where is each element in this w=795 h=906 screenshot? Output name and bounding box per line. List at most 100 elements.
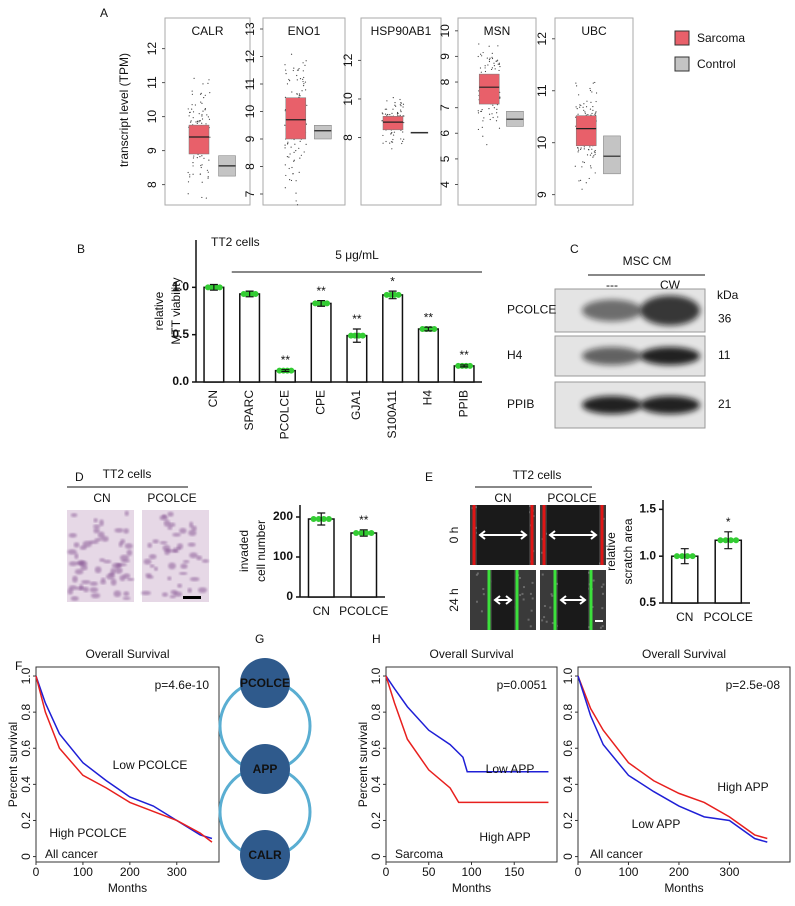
cell [167,576,172,581]
y-tick-label: 0.4 [19,776,33,793]
jitter-point [493,65,496,67]
jitter-point [304,64,306,66]
blot-row-label: PCOLCE [507,303,556,317]
jitter-point [299,157,301,159]
replicate-point [325,516,332,522]
texture [476,572,479,575]
jitter-point [490,68,493,71]
jitter-point [285,73,287,75]
jitter-point [202,110,204,112]
y-tick-label: 0.5 [639,595,656,609]
jitter-point [201,164,203,166]
jitter-point [201,196,203,199]
texture [601,625,604,628]
jitter-point [385,108,388,110]
jitter-point [594,112,597,114]
jitter-point [580,147,582,149]
cohort-label: All cancer [590,847,643,861]
jitter-point [304,89,307,91]
plot-frame [360,17,442,206]
cell [153,566,158,571]
jitter-point [204,94,206,96]
jitter-point [577,146,579,149]
jitter-point [583,109,585,111]
x-tick-label: 100 [461,865,481,879]
cell [93,524,101,529]
survival-curve [35,675,213,843]
jitter-point [296,74,298,77]
texture [522,598,525,601]
jitter-point [498,69,500,72]
jitter-point [483,117,485,119]
bar [203,286,225,383]
jitter-point [298,96,300,98]
jitter-point [208,159,210,161]
replicate-point [717,537,724,544]
x-axis-label: Months [452,881,491,895]
jitter-point [395,105,397,107]
jitter-point [401,142,403,145]
image-group-title: TT2 cells [103,467,152,481]
jitter-point [192,173,194,175]
series-label: Low PCOLCE [113,758,188,772]
y-axis-label: invaded [237,530,251,572]
scale-bar [183,596,201,599]
jitter-point [497,29,500,31]
jitter-point [293,67,295,69]
cell [189,577,200,582]
replicate-point [252,290,259,297]
jitter-point [392,134,395,136]
y-tick-label: 1.5 [639,502,656,516]
jitter-point [299,140,301,142]
jitter-point [594,153,596,155]
bar [382,294,404,383]
jitter-point [394,104,396,106]
jitter-point [290,53,293,55]
jitter-point [286,83,289,85]
node-label: APP [253,762,278,776]
x-axis-label: Months [664,881,703,895]
jitter-point [206,114,208,116]
texture [550,593,553,596]
jitter-point [583,146,585,148]
jitter-point [402,131,404,133]
jitter-point [403,138,405,140]
jitter-point [305,123,307,125]
cell [119,554,130,561]
y-tick-label: 10 [243,105,257,119]
y-axis-label: Percent survival [356,722,370,807]
y-tick-label: 0.6 [19,740,33,757]
cohort-label: Sarcoma [395,847,443,861]
jitter-point [189,121,192,123]
texture [551,594,554,597]
y-tick-label: 12 [341,53,355,67]
texture [482,587,485,590]
jitter-point [389,142,391,144]
cell [147,542,153,548]
jitter-point [479,67,482,69]
legend-swatch [674,56,690,72]
cell [82,540,92,548]
cell [180,563,188,569]
jitter-point [209,136,211,138]
texture [531,581,534,584]
jitter-point [189,174,191,176]
jitter-point [302,78,304,80]
blot-row-label: PPIB [507,397,534,411]
replicate-point [431,325,438,332]
jitter-point [590,101,592,103]
jitter-point [288,167,290,170]
panel-label: D [75,470,84,484]
y-tick-label: 0 [19,853,33,860]
texture [475,526,478,529]
jitter-point [400,138,402,140]
x-tick-label: CN [313,604,330,618]
x-tick-label: PCOLCE [278,390,292,439]
x-tick-label: 0 [575,865,582,879]
jitter-point [382,113,384,115]
jitter-point [592,105,594,108]
jitter-point [303,76,305,79]
jitter-point [207,171,209,173]
cell [73,542,80,548]
jitter-point [199,93,202,95]
